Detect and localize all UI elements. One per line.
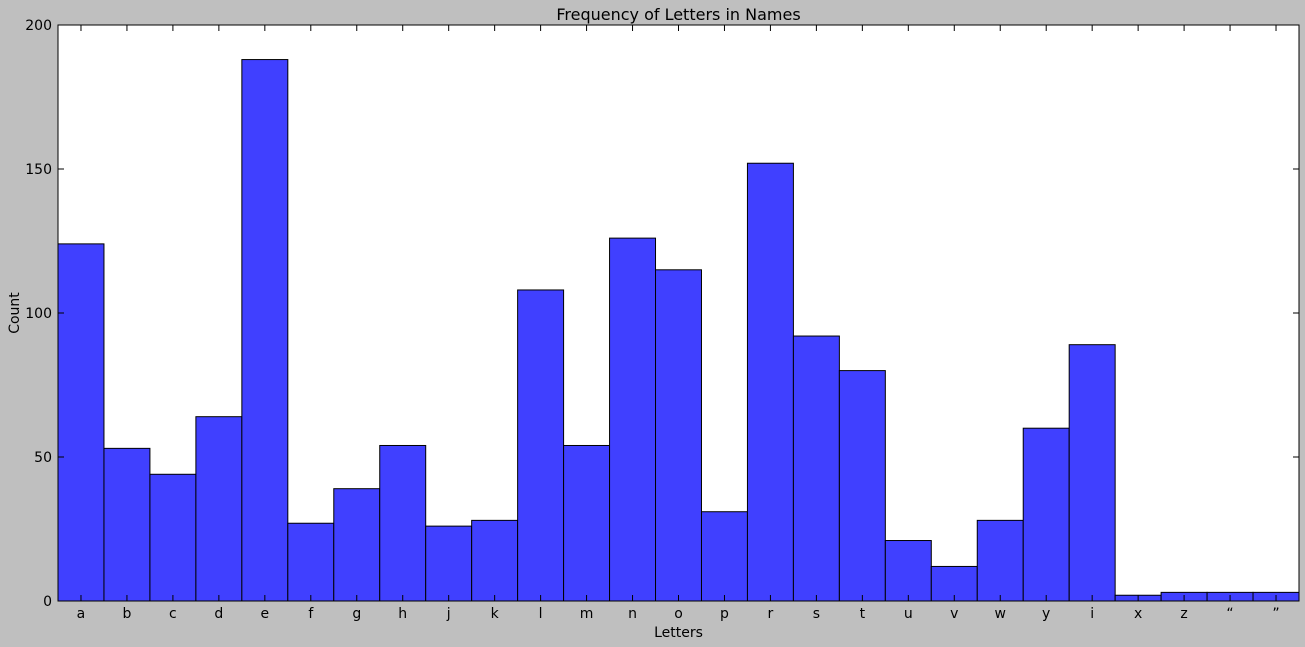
x-tick-label: d (214, 606, 223, 622)
x-tick-label: z (1180, 606, 1187, 622)
bar-8 (425, 525, 473, 602)
y-tick-label: 150 (25, 162, 52, 178)
x-tick-label: v (950, 606, 958, 622)
x-tick-label: s (813, 606, 820, 622)
x-tick-label: y (1042, 606, 1050, 622)
bar-15 (746, 162, 794, 602)
x-tick-label: “ (1226, 606, 1233, 622)
bar-2 (149, 473, 197, 602)
x-tick-label: u (904, 606, 913, 622)
bar-14 (700, 511, 748, 602)
x-tick-label: j (446, 606, 451, 622)
bar-9 (471, 519, 519, 602)
x-tick-label: w (995, 606, 1006, 622)
y-axis: 0 50 100 150 200 (25, 18, 1299, 610)
y-tick-label: 50 (34, 450, 52, 466)
x-tick-label: x (1134, 606, 1142, 622)
bar-3 (195, 416, 243, 602)
bar-11 (563, 444, 611, 602)
bar-17 (838, 370, 886, 602)
x-tick-label: k (491, 606, 500, 622)
x-tick-label: f (308, 606, 314, 622)
bar-18 (884, 540, 932, 602)
x-tick-label: m (580, 606, 594, 622)
bar-22 (1068, 344, 1116, 602)
y-tick-label: 200 (25, 18, 52, 34)
x-tick-label: e (261, 606, 270, 622)
bar-7 (379, 444, 427, 602)
bar-4 (241, 59, 289, 602)
y-axis-label: Count (7, 292, 23, 334)
y-tick-label: 0 (43, 594, 52, 610)
x-tick-label: h (398, 606, 407, 622)
x-axis: a b c d e f g h j k l m n o p r s t u v w y i x z “ ” (77, 25, 1280, 622)
bar-21 (1022, 427, 1070, 602)
x-tick-label: p (720, 606, 729, 622)
bars-group (57, 59, 1300, 602)
x-tick-label: i (1090, 606, 1094, 622)
x-tick-label: ” (1272, 606, 1279, 622)
bar-16 (792, 335, 840, 602)
x-tick-label: c (169, 606, 177, 622)
bar-0 (57, 243, 105, 602)
x-tick-label: g (352, 606, 361, 622)
x-tick-label: b (122, 606, 131, 622)
x-tick-label: l (539, 606, 543, 622)
x-tick-label: o (674, 606, 683, 622)
bar-20 (976, 519, 1024, 602)
bar-10 (517, 289, 565, 602)
x-tick-label: t (860, 606, 866, 622)
x-tick-label: a (77, 606, 86, 622)
x-axis-label: Letters (654, 625, 703, 641)
y-tick-label: 100 (25, 306, 52, 322)
bar-13 (655, 269, 702, 602)
bar-12 (609, 237, 657, 602)
bar-5 (287, 522, 335, 602)
x-tick-label: r (768, 606, 774, 622)
bar-1 (103, 447, 151, 602)
chart-title: Frequency of Letters in Names (556, 5, 800, 24)
bar-6 (333, 488, 381, 602)
x-tick-label: n (628, 606, 637, 622)
